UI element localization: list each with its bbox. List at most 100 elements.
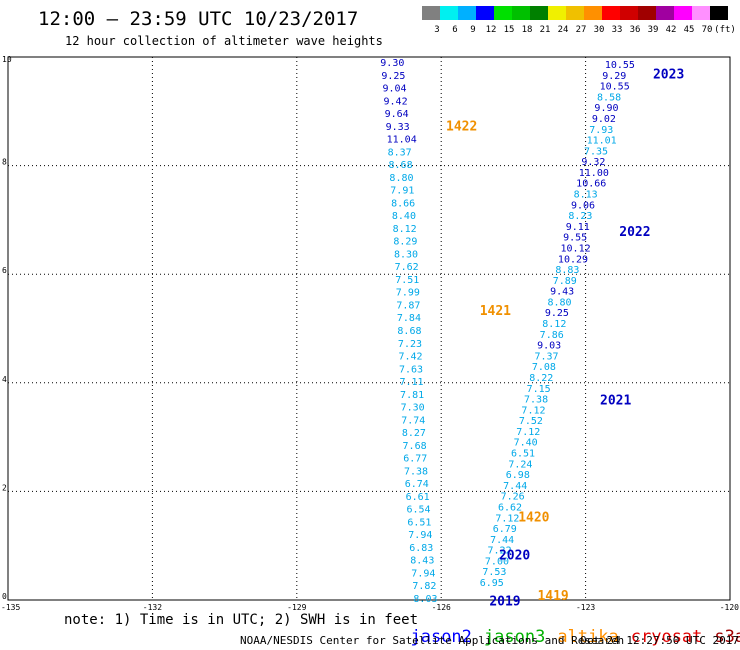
swh-value-track-a: 8.27: [402, 428, 426, 439]
color-swatch: [566, 6, 584, 20]
swh-value-track-a: 11.04: [387, 135, 417, 146]
swh-value-track-b: 8.80: [547, 297, 571, 308]
color-scale-label: 45: [684, 25, 695, 35]
swh-value-track-a: 8.29: [393, 237, 417, 248]
color-swatch: [674, 6, 692, 20]
swh-value-track-a: 7.42: [398, 352, 422, 363]
color-scale-label: 36: [630, 25, 641, 35]
swh-value-track-b: 7.08: [532, 362, 556, 373]
swh-value-track-a: 7.62: [395, 262, 419, 273]
color-scale-label: 27: [576, 25, 587, 35]
swh-value-track-b: 9.11: [566, 222, 590, 233]
page-subtitle: 12 hour collection of altimeter wave hei…: [65, 34, 383, 48]
color-swatch: [548, 6, 566, 20]
swh-value-track-a: 8.43: [410, 556, 434, 567]
y-tick-label: 2: [2, 483, 7, 492]
swh-value-track-a: 7.30: [401, 403, 425, 414]
swh-value-track-a: 7.87: [396, 300, 420, 311]
color-scale-label: 39: [648, 25, 659, 35]
swh-value-track-a: 7.94: [411, 568, 435, 579]
swh-value-track-b: 7.93: [589, 125, 613, 136]
swh-value-track-a: 7.23: [398, 339, 422, 350]
pass-label: 1422: [446, 119, 477, 134]
color-swatch: [458, 6, 476, 20]
swh-value-track-b: 9.32: [581, 157, 605, 168]
color-scale-label: 15: [504, 25, 515, 35]
swh-value-track-b: 7.44: [503, 481, 527, 492]
swh-value-track-b: 7.15: [527, 384, 551, 395]
pass-label: 1421: [480, 304, 511, 319]
swh-value-track-a: 7.68: [403, 441, 427, 452]
swh-value-track-a: 7.38: [404, 466, 428, 477]
swh-value-track-b: 7.26: [501, 492, 525, 503]
x-tick-label: -120: [720, 603, 739, 612]
swh-value-track-b: 8.13: [574, 190, 598, 201]
swh-value-track-a: 9.42: [384, 96, 408, 107]
footer-credit: NOAA/NESDIS Center for Satellite Applica…: [240, 634, 625, 647]
color-scale-label: 24: [558, 25, 569, 35]
color-swatch: [620, 6, 638, 20]
swh-value-track-a: 7.99: [396, 288, 420, 299]
color-swatch: [656, 6, 674, 20]
satellite-legend: jason2 jason3 altika cryosat s3a: [390, 607, 740, 647]
swh-value-track-b: 9.43: [550, 287, 574, 298]
swh-value-track-b: 7.22: [488, 546, 512, 557]
swh-value-track-a: 7.51: [395, 275, 419, 286]
color-scale-label: 9: [470, 25, 475, 35]
swh-value-track-a: 9.64: [385, 109, 409, 120]
swh-value-track-a: 8.40: [392, 211, 416, 222]
y-tick-label: 10: [2, 55, 12, 64]
map-frame: [7, 56, 731, 601]
legend-jason2: jason2: [410, 627, 472, 647]
swh-value-track-b: 8.58: [597, 92, 621, 103]
color-scale-label: 18: [522, 25, 533, 35]
swh-value-track-a: 6.51: [407, 517, 431, 528]
page-title: 12:00 – 23:59 UTC 10/23/2017: [38, 8, 359, 30]
legend-s3a: s3a: [714, 627, 740, 647]
swh-value-track-b: 7.24: [508, 459, 532, 470]
color-swatch: [512, 6, 530, 20]
swh-value-track-a: 7.81: [400, 390, 424, 401]
swh-value-track-b: 10.29: [558, 254, 588, 265]
legend-jason3: jason3: [483, 627, 546, 647]
swh-value-track-b: 8.23: [568, 211, 592, 222]
color-swatch: [476, 6, 494, 20]
color-scale-label: 21: [540, 25, 551, 35]
color-scale-label: 33: [612, 25, 623, 35]
legend-altika: altika: [557, 627, 619, 647]
pass-label: 1420: [518, 510, 549, 525]
swh-value-track-a: 7.94: [408, 530, 432, 541]
x-tick-label: -126: [432, 603, 451, 612]
swh-value-track-b: 10.55: [605, 60, 635, 71]
color-scale-label: 12: [486, 25, 497, 35]
swh-value-track-b: 8.83: [555, 265, 579, 276]
swh-value-track-a: 7.63: [399, 364, 423, 375]
color-swatch: [710, 6, 728, 20]
swh-value-track-b: 9.90: [594, 103, 618, 114]
swh-value-track-b: 7.00: [485, 556, 509, 567]
swh-value-track-b: 7.12: [521, 405, 545, 416]
swh-value-track-b: 7.44: [490, 535, 514, 546]
swh-value-track-a: 8.68: [397, 326, 421, 337]
swh-value-track-a: 8.30: [394, 249, 418, 260]
y-tick-label: 4: [2, 375, 7, 384]
swh-value-track-b: 9.55: [563, 233, 587, 244]
x-tick-label: -132: [143, 603, 162, 612]
swh-value-track-a: 6.77: [403, 454, 427, 465]
swh-value-track-a: 6.54: [406, 505, 430, 516]
y-tick-label: 8: [2, 158, 7, 167]
color-swatch: [584, 6, 602, 20]
swh-value-track-b: 8.12: [542, 319, 566, 330]
swh-value-track-b: 11.01: [587, 136, 617, 147]
swh-value-track-a: 6.83: [409, 543, 433, 554]
color-scale-label: 42: [666, 25, 677, 35]
color-swatch: [692, 6, 710, 20]
swh-value-track-a: 8.80: [389, 173, 413, 184]
swh-value-track-a: 9.25: [381, 71, 405, 82]
x-tick-label: -123: [576, 603, 595, 612]
color-swatch: [440, 6, 458, 20]
swh-value-track-a: 7.11: [400, 377, 424, 388]
pass-label: 1419: [537, 589, 568, 604]
swh-value-track-b: 9.06: [571, 200, 595, 211]
